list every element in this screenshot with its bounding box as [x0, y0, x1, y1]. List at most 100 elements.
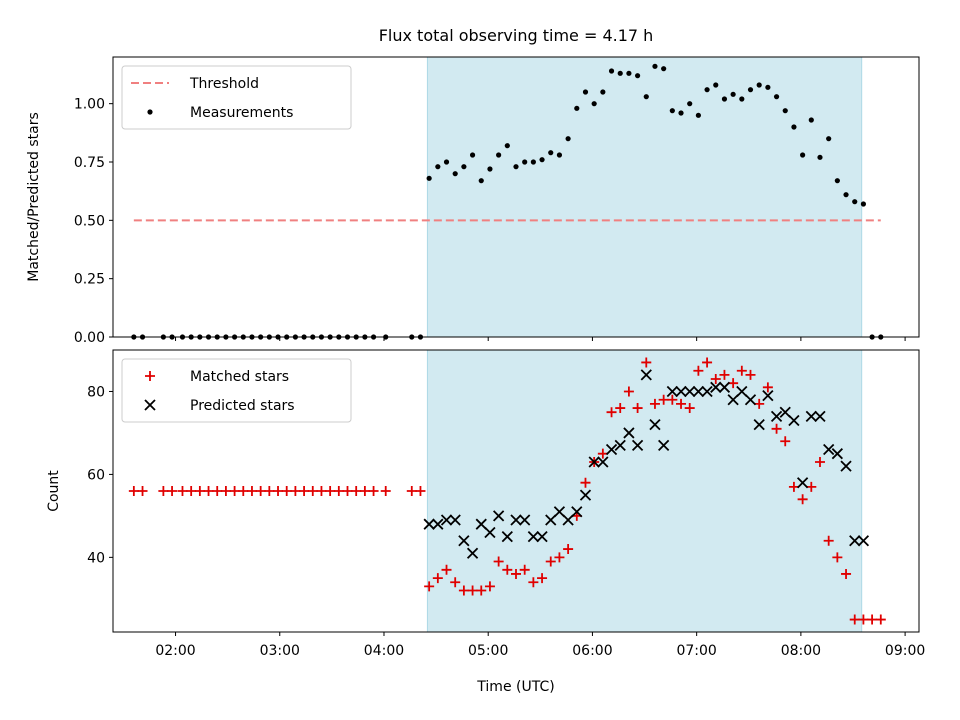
matched-point — [325, 486, 336, 496]
predicted-point — [501, 530, 513, 543]
measurement-point — [721, 96, 728, 102]
matched-point — [316, 486, 327, 496]
measurement-point — [513, 164, 519, 170]
measurement-point — [565, 136, 571, 142]
measurement-point — [608, 68, 615, 74]
predicted-point — [779, 406, 791, 418]
matched-point — [406, 486, 417, 496]
matched-point — [641, 357, 652, 368]
predicted-point — [475, 518, 487, 530]
matched-point — [875, 614, 886, 625]
matched-point — [823, 535, 834, 546]
count-panel: 40 60 80 02:00 03:00 04:00 05:00 06:00 07:00 08:0… — [46, 349, 925, 695]
matched-point — [128, 486, 139, 496]
measurement-point — [539, 157, 545, 163]
x-tick-label: 07:00 — [676, 643, 716, 659]
legend-label: Matched stars — [190, 369, 289, 385]
matched-point — [229, 486, 240, 496]
predicted-point — [770, 410, 783, 422]
y-tick-label: 0.25 — [74, 272, 105, 288]
predicted-point — [588, 456, 600, 468]
legend-predicted-swatch — [144, 399, 156, 411]
measurement-point — [556, 152, 563, 158]
chart-title: Flux total observing time = 4.17 h — [379, 26, 654, 45]
matched-point — [667, 394, 678, 405]
y-tick-label: 60 — [87, 467, 105, 483]
observing-span — [426, 56, 863, 338]
predicted-point — [519, 514, 531, 526]
measurement-point — [739, 96, 745, 102]
ratio-panel: 0.00 0.25 0.50 0.75 1.00 Matched/Predicted st… — [26, 56, 920, 346]
matched-point — [632, 403, 643, 414]
predicted-point — [649, 419, 661, 431]
measurement-point — [487, 166, 493, 172]
y-tick-label: 40 — [87, 550, 105, 566]
predicted-point — [796, 477, 809, 489]
y-tick-label: 0.75 — [74, 155, 105, 171]
matched-point — [832, 552, 843, 563]
matched-point — [693, 365, 704, 376]
x-tick-label: 05:00 — [468, 643, 508, 659]
legend-matched-swatch — [145, 371, 155, 381]
measurement-point — [617, 70, 623, 76]
predicted-point — [692, 385, 705, 398]
predicted-point — [666, 385, 678, 398]
measurement-point — [730, 91, 736, 97]
matched-point — [432, 573, 443, 584]
matched-point — [554, 552, 565, 563]
matched-point — [537, 573, 548, 584]
matched-point — [415, 486, 426, 496]
matched-point — [246, 486, 257, 496]
matched-point — [255, 486, 266, 496]
x-tick-label: 02:00 — [155, 643, 195, 659]
y-tick-label: 80 — [87, 384, 105, 400]
matched-point — [780, 436, 791, 447]
predicted-point — [814, 410, 826, 422]
matched-point — [307, 486, 318, 496]
measurement-point — [643, 94, 649, 100]
matched-point — [563, 544, 574, 555]
measurement-point — [800, 152, 806, 158]
predicted-point — [840, 460, 852, 472]
predicted-point — [466, 547, 479, 559]
measurement-point — [435, 164, 441, 170]
plus-series — [128, 357, 886, 625]
predicted-point — [658, 439, 670, 452]
matched-point — [137, 486, 148, 496]
matched-point — [545, 556, 556, 567]
matched-point — [467, 585, 478, 596]
measurement-point — [461, 164, 467, 170]
predicted-point — [449, 514, 461, 526]
measurement-point — [591, 101, 597, 107]
predicted-point — [562, 514, 574, 526]
matched-point — [580, 477, 591, 488]
x-tick-label: 06:00 — [572, 643, 612, 659]
measurement-point — [782, 108, 788, 114]
matched-point — [220, 486, 231, 496]
predicted-point — [710, 381, 722, 393]
measurement-point — [548, 150, 554, 156]
matched-point — [745, 369, 756, 380]
predicted-point — [458, 535, 470, 547]
matched-point — [203, 486, 214, 496]
predicted-point — [805, 410, 817, 422]
predicted-point — [492, 510, 505, 522]
x-tick-label: 08:00 — [781, 643, 821, 659]
measurement-point — [669, 108, 675, 114]
measurement-point — [478, 178, 484, 184]
legend-measurement-swatch — [147, 109, 153, 115]
measurement-point — [469, 152, 476, 158]
predicted-point — [701, 385, 713, 398]
matched-point — [841, 568, 852, 579]
matched-point — [649, 398, 660, 409]
observing-span — [426, 349, 863, 633]
matched-point — [281, 486, 292, 496]
matched-point — [186, 486, 197, 496]
matched-point — [867, 614, 878, 625]
predicted-point — [640, 369, 652, 381]
matched-point — [858, 614, 869, 625]
matched-point — [684, 403, 695, 414]
matched-point — [849, 614, 860, 625]
matched-point — [167, 486, 178, 496]
matched-point — [273, 486, 284, 496]
